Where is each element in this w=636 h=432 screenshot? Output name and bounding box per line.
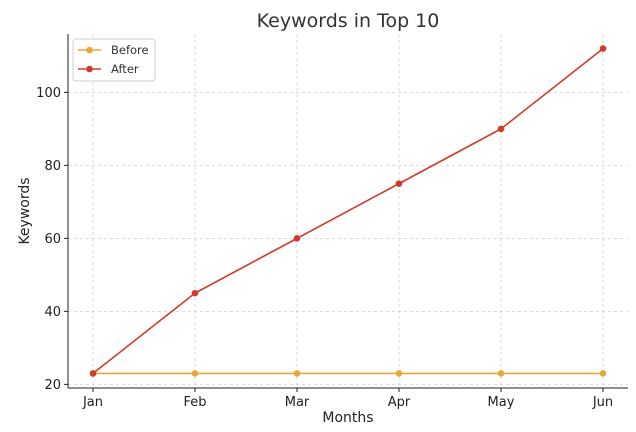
series-after bbox=[89, 45, 607, 377]
x-tick-label: Jan bbox=[82, 395, 103, 410]
data-point-before bbox=[191, 370, 199, 377]
data-point-before bbox=[599, 370, 607, 377]
x-axis-label: Months bbox=[322, 410, 373, 426]
data-point-after bbox=[395, 180, 403, 187]
y-tick-label: 100 bbox=[36, 86, 61, 101]
chart-title: Keywords in Top 10 bbox=[257, 10, 440, 32]
x-tick-label: May bbox=[488, 395, 515, 410]
y-ticks: 20 40 60 80 100 bbox=[36, 86, 68, 393]
data-point-after bbox=[89, 370, 97, 377]
data-point-before bbox=[395, 370, 403, 377]
y-tick-label: 60 bbox=[44, 232, 61, 247]
grid-layer bbox=[68, 34, 628, 388]
series-layer bbox=[89, 45, 607, 377]
x-ticks: Jan Feb Mar Apr May Jun bbox=[82, 388, 613, 410]
data-point-after bbox=[191, 289, 199, 297]
y-tick-label: 80 bbox=[44, 159, 61, 174]
series-line-after bbox=[92, 47, 604, 375]
data-point-before bbox=[293, 370, 301, 377]
series-before bbox=[89, 370, 607, 377]
data-point-after bbox=[293, 235, 301, 242]
y-tick-label: 20 bbox=[44, 378, 61, 393]
y-axis-label: Keywords bbox=[17, 177, 33, 244]
legend-marker-after bbox=[86, 65, 93, 73]
axes-layer bbox=[67, 34, 628, 389]
x-tick-label: Jun bbox=[592, 395, 613, 410]
data-point-before bbox=[497, 370, 505, 377]
y-tick-label: 40 bbox=[44, 305, 61, 320]
legend-item-before: Before bbox=[78, 43, 149, 57]
legend-label-before: Before bbox=[111, 43, 149, 57]
legend-marker-before bbox=[86, 46, 93, 54]
legend-label-after: After bbox=[111, 62, 139, 76]
data-point-after bbox=[497, 125, 505, 133]
x-tick-label: Feb bbox=[183, 395, 206, 410]
legend: Before After bbox=[72, 38, 156, 82]
x-tick-label: Apr bbox=[388, 395, 411, 410]
x-tick-label: Mar bbox=[285, 395, 310, 410]
data-point-after bbox=[599, 45, 607, 52]
legend-item-after: After bbox=[78, 62, 139, 76]
